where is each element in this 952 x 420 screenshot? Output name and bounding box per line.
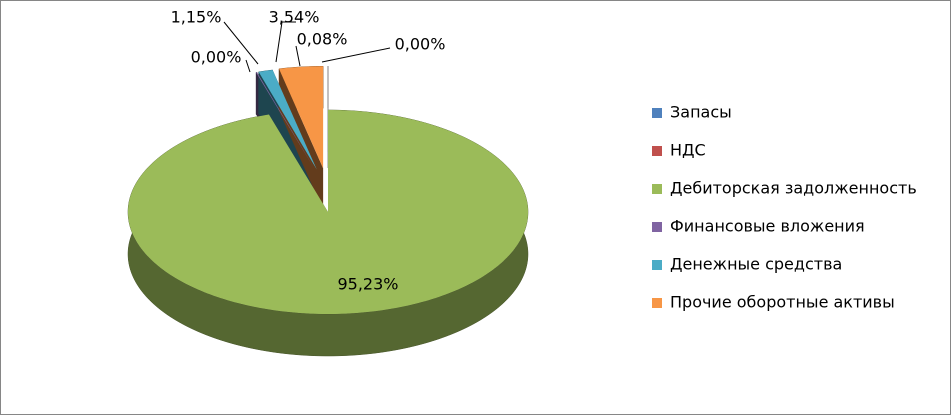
pie-tops bbox=[128, 66, 528, 314]
legend-label: Денежные средства bbox=[670, 255, 842, 274]
legend-label: Дебиторская задолженность bbox=[670, 179, 917, 198]
data-label: 95,23% bbox=[337, 275, 398, 294]
legend-swatch bbox=[652, 222, 662, 232]
data-label: 0,08% bbox=[297, 30, 348, 49]
slice bbox=[256, 72, 316, 170]
leader-line bbox=[245, 59, 251, 73]
legend-label: Финансовые вложения bbox=[670, 217, 865, 236]
data-label: 1,15% bbox=[171, 8, 222, 27]
leader-line bbox=[223, 21, 259, 65]
legend-swatch bbox=[652, 298, 662, 308]
legend: Запасы НДС Дебиторская задолженность Финанс… bbox=[652, 103, 917, 312]
data-label: 0,00% bbox=[395, 35, 446, 54]
slice bbox=[258, 69, 317, 170]
legend-label: Запасы bbox=[670, 103, 732, 122]
data-label: 0,00% bbox=[191, 48, 242, 67]
legend-swatch bbox=[652, 260, 662, 270]
legend-swatch bbox=[652, 146, 662, 156]
slice bbox=[128, 110, 528, 314]
slice bbox=[278, 66, 324, 169]
leader-line bbox=[275, 21, 296, 63]
leader-line bbox=[295, 45, 301, 67]
leader-line bbox=[321, 47, 391, 63]
data-labels: 0,00% 0,00% 95,23% 0,08% 1,15% 3,54% bbox=[171, 8, 446, 294]
legend-label: НДС bbox=[670, 141, 706, 160]
legend-swatch bbox=[652, 108, 662, 118]
data-label: 3,54% bbox=[269, 8, 320, 27]
legend-label: Прочие оборотные активы bbox=[670, 293, 895, 312]
legend-swatch bbox=[652, 184, 662, 194]
